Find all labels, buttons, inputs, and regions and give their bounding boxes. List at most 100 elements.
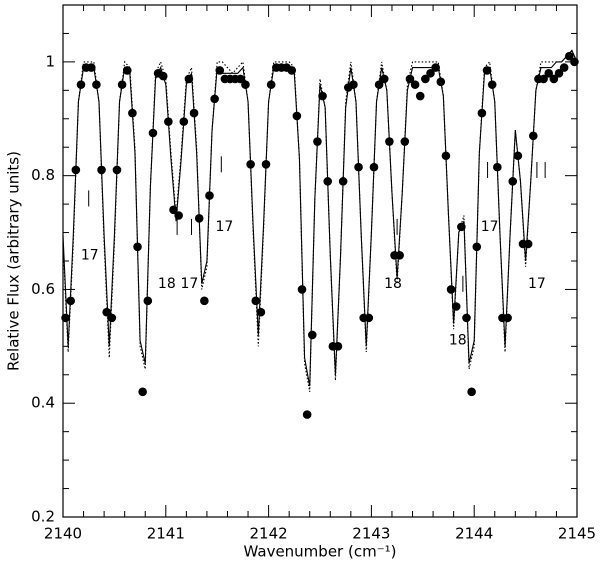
data-point: [241, 80, 250, 89]
data-point: [379, 74, 389, 84]
data-point: [205, 191, 214, 200]
data-point: [349, 80, 358, 89]
data-point: [246, 159, 255, 169]
data-point: [462, 313, 471, 323]
annotation: 18: [384, 276, 402, 292]
data-point: [287, 66, 297, 75]
data-point: [107, 313, 117, 323]
data-point: [395, 251, 404, 260]
data-point: [549, 74, 559, 84]
data-point: [523, 239, 533, 249]
x-tick-label: 2140: [44, 525, 82, 543]
y-tick-label: 0.8: [31, 166, 55, 184]
y-tick-label: 0.6: [31, 280, 55, 298]
data-point: [513, 151, 523, 161]
data-point: [457, 222, 466, 232]
data-point: [400, 137, 410, 146]
data-point: [302, 410, 312, 419]
data-point: [307, 330, 317, 340]
data-point: [174, 211, 183, 220]
data-point: [338, 177, 348, 186]
data-point: [554, 68, 564, 78]
data-point: [503, 313, 512, 323]
data-point: [333, 342, 343, 351]
data-point: [97, 165, 106, 175]
data-point: [446, 285, 456, 294]
data-point: [477, 108, 487, 118]
data-point: [564, 51, 574, 61]
data-point: [76, 80, 86, 89]
data-point: [451, 302, 461, 311]
data-point: [215, 66, 225, 75]
data-point: [539, 74, 548, 84]
annotation: 18: [449, 333, 467, 349]
data-point: [369, 162, 379, 172]
data-point: [122, 66, 132, 75]
data-point: [86, 63, 96, 72]
data-point: [61, 313, 70, 323]
data-point: [179, 117, 189, 126]
annotation: 17: [81, 247, 99, 263]
data-point: [431, 63, 440, 72]
data-point: [169, 205, 178, 215]
data-point: [128, 108, 137, 118]
data-point: [482, 66, 492, 75]
y-tick-label: 0.2: [31, 508, 55, 526]
data-point: [323, 177, 333, 186]
data-point: [318, 91, 327, 101]
data-point: [570, 57, 579, 67]
data-point: [385, 137, 394, 146]
data-point: [493, 162, 502, 172]
data-point: [138, 387, 147, 397]
data-point: [405, 74, 415, 84]
data-point: [374, 80, 384, 89]
data-point: [472, 242, 482, 252]
data-point: [164, 117, 173, 126]
data-point: [189, 108, 199, 118]
data-point: [313, 137, 322, 146]
data-point: [71, 165, 81, 175]
y-tick-label: 1: [45, 52, 55, 70]
data-point: [297, 285, 307, 294]
data-point: [143, 296, 153, 306]
annotation: 18: [158, 276, 176, 292]
data-point: [441, 151, 451, 161]
annotation: 17: [481, 219, 499, 235]
data-point: [66, 296, 76, 306]
data-point: [467, 387, 476, 397]
x-tick-label: 2142: [250, 525, 288, 543]
data-point: [256, 307, 266, 317]
data-point: [148, 128, 158, 138]
data-point: [487, 80, 497, 89]
x-tick-label: 2144: [455, 525, 493, 543]
data-point: [261, 159, 271, 169]
data-point: [112, 165, 122, 175]
data-point: [266, 80, 276, 89]
data-point: [426, 68, 435, 78]
data-point: [117, 80, 127, 89]
data-point: [210, 94, 219, 104]
data-point: [200, 296, 209, 306]
data-point: [354, 162, 363, 172]
y-axis-label: Relative Flux (arbitrary units): [5, 151, 23, 371]
data-point: [133, 242, 142, 252]
annotation: 17: [528, 276, 546, 292]
data-point: [194, 214, 204, 223]
data-point: [559, 63, 569, 72]
x-tick-label: 2141: [147, 525, 185, 543]
data-point: [102, 307, 111, 317]
model-line: [62, 49, 578, 392]
x-axis-label: Wavenumber (cm⁻¹): [244, 543, 397, 561]
data-point: [529, 131, 538, 141]
annotation: 17: [215, 219, 233, 235]
data-point: [544, 68, 554, 78]
y-tick-label: 0.4: [31, 394, 55, 412]
data-point: [251, 296, 261, 306]
data-point: [410, 80, 420, 89]
annotation: 17: [181, 276, 199, 292]
data-point: [236, 74, 245, 84]
x-tick-label: 2145: [558, 525, 596, 543]
data-point: [508, 177, 518, 186]
data-point: [292, 111, 302, 121]
